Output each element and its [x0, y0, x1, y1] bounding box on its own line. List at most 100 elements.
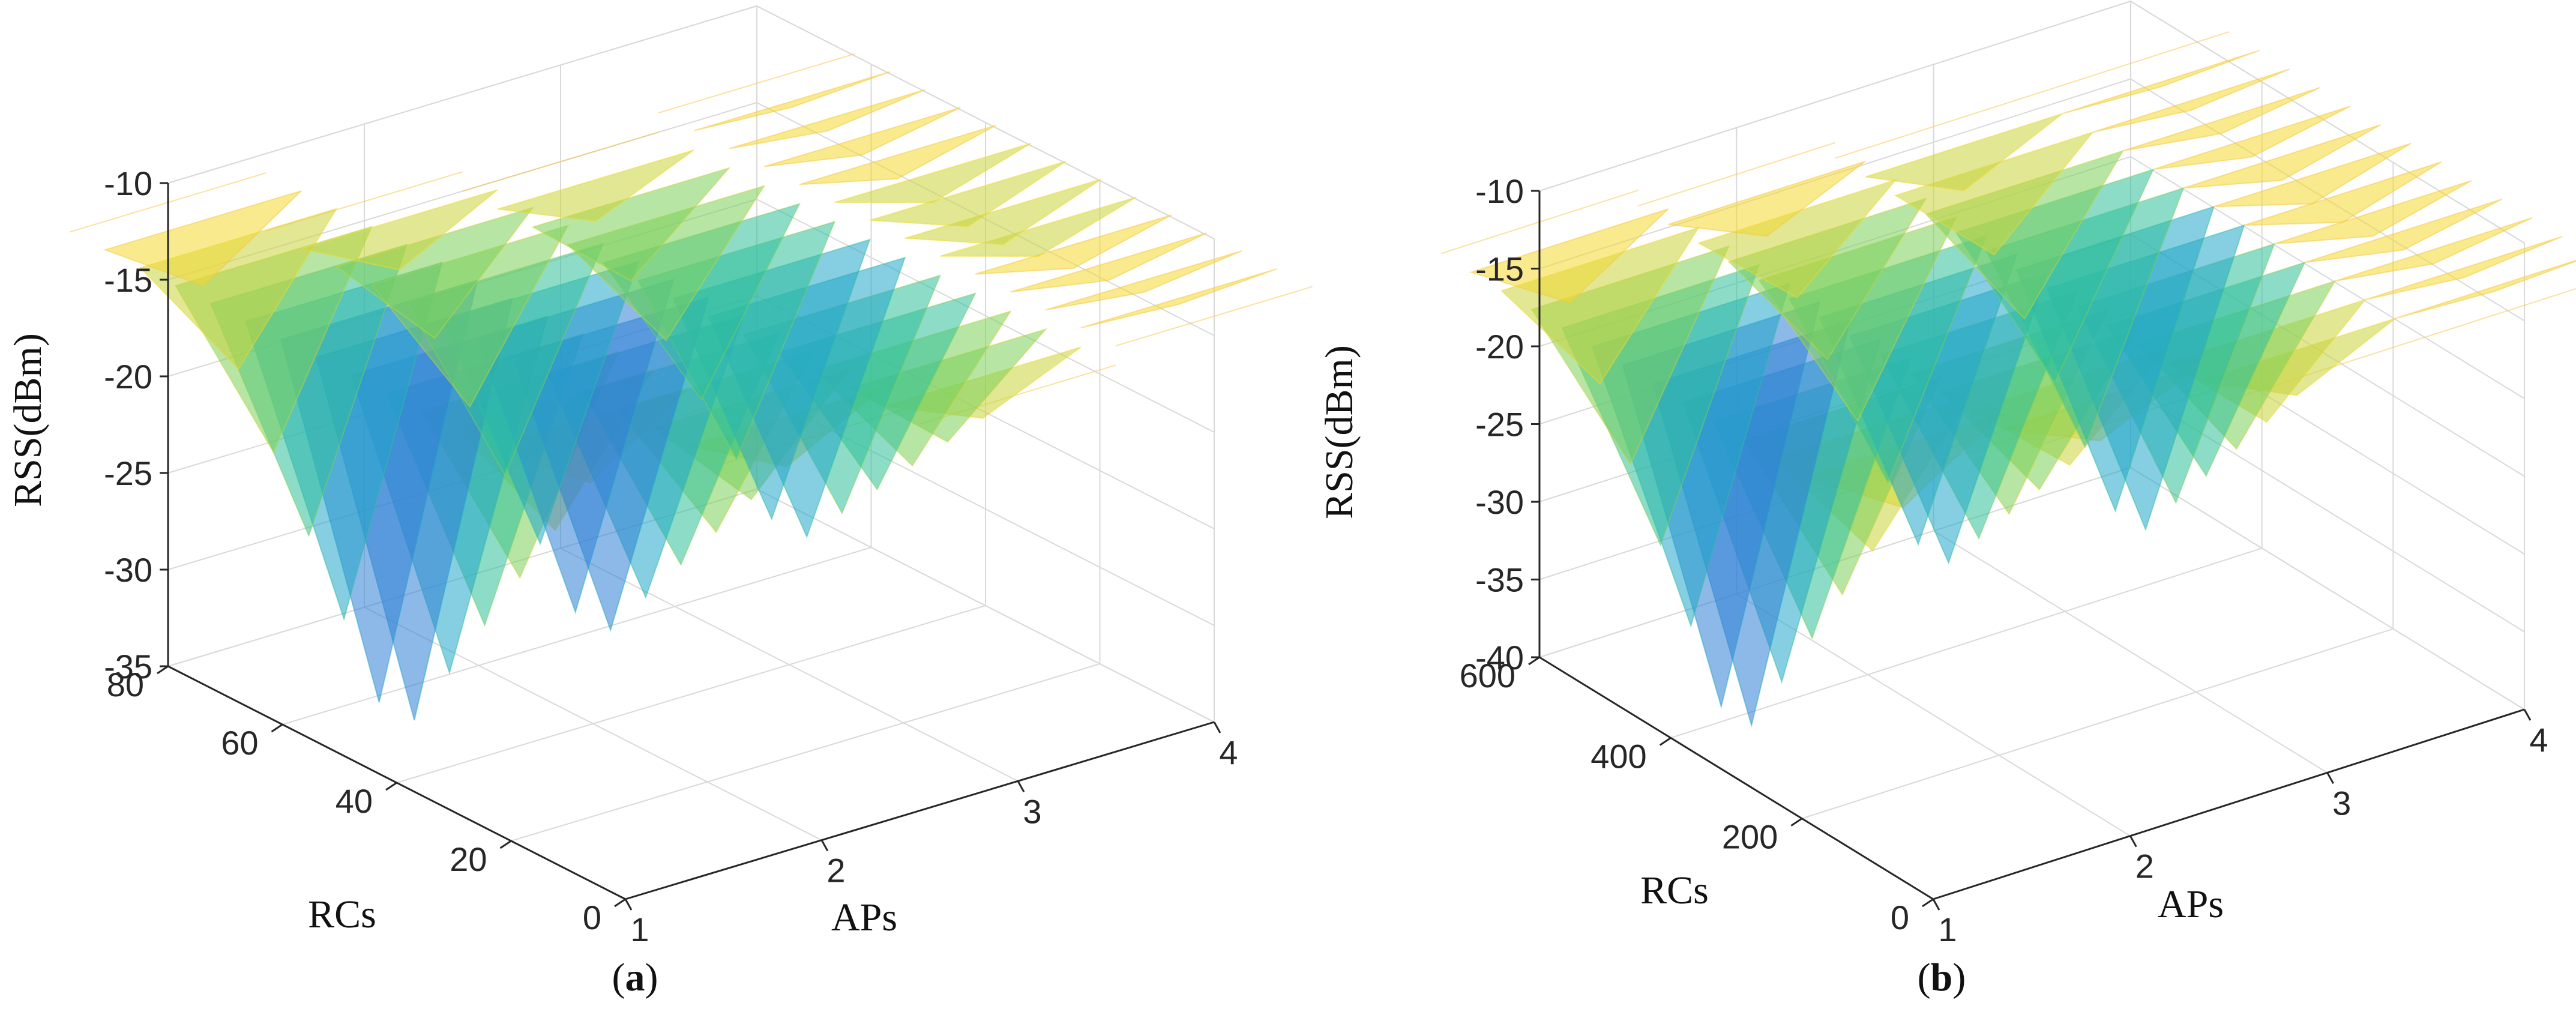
y-tick-mark [499, 840, 512, 849]
box-top-edge [167, 5, 1215, 239]
z-tick-label: -10 [104, 164, 152, 202]
grid-line [511, 663, 1100, 842]
y-tick-mark [1528, 656, 1540, 666]
surface-facet-ap4 [975, 214, 1172, 275]
surface-facet-ap4 [2274, 179, 2472, 245]
y-tick-mark [271, 723, 283, 733]
grid-line [1933, 530, 2328, 774]
grid-line [1736, 593, 2131, 837]
y-tick-label: 400 [1590, 737, 1646, 775]
surface-facet-ap4 [2243, 161, 2442, 226]
grid-line [2130, 156, 2525, 399]
surface-facet-ap4 [2335, 217, 2533, 282]
surface-facet-ap4 [2365, 235, 2563, 301]
surface-facet-ap4 [869, 160, 1067, 227]
surface-facet-ap3 [1835, 94, 2033, 159]
surface-facet-ap4 [693, 71, 891, 131]
x-tick-label: 1 [1938, 911, 1957, 948]
x-tick-label: 4 [1219, 733, 1238, 771]
y-tick-mark [157, 665, 169, 675]
y-tick-label: 80 [107, 666, 144, 703]
z-tick-label: -35 [1475, 561, 1524, 599]
surface-facet-ap4 [658, 53, 855, 113]
y-tick-label: 20 [450, 840, 487, 878]
surface-facet-ap4 [1116, 286, 1313, 346]
surface-facet-ap4 [2032, 31, 2230, 96]
x-axis-line [1933, 708, 2525, 900]
z-tick-label: -10 [1475, 172, 1524, 210]
surface-facet-ap1 [1469, 208, 1669, 304]
y-tick-mark [1790, 818, 1803, 827]
x-tick-mark [1932, 899, 1940, 911]
z-tick-label: -30 [1475, 483, 1524, 521]
x-tick-mark [820, 839, 829, 852]
y-tick-label: 600 [1460, 657, 1515, 694]
surface-facet-ap4 [2395, 259, 2576, 319]
surface-facet-ap4 [799, 125, 996, 185]
z-tick-label: -35 [104, 648, 152, 685]
surface-facet-ap3 [497, 149, 694, 222]
grid-line [396, 605, 986, 783]
x-tick-label: 1 [630, 911, 649, 948]
x-tick-mark [2523, 709, 2532, 721]
z-tick-label: -20 [104, 358, 152, 396]
grid-line [1802, 628, 2394, 819]
x-tick-mark [2129, 835, 2137, 848]
y-tick-mark [1659, 737, 1672, 746]
surface-facet-ap4 [1010, 232, 1208, 293]
y-tick-mark [614, 898, 626, 908]
surface-facet-ap4 [2183, 124, 2381, 189]
surface-facet-ap4 [834, 142, 1032, 203]
z-tick-label: -25 [104, 454, 152, 492]
y-tick-mark [385, 782, 397, 791]
panel-caption: (a) [612, 956, 658, 999]
z-tick-label: -20 [1475, 328, 1524, 366]
box-top-edge [1539, 0, 2525, 244]
z-tick-label: -25 [1475, 406, 1524, 444]
surface-facet-ap1 [103, 190, 302, 287]
surface [1440, 31, 2576, 728]
x-axis-label: APs [831, 896, 897, 939]
grid-line [2130, 467, 2525, 710]
z-tick-label: -40 [1475, 639, 1524, 676]
y-axis-line [1539, 656, 1934, 900]
z-tick-label: -15 [104, 261, 152, 299]
z-axis-label: RSS(dBm) [6, 333, 50, 507]
x-tick-mark [624, 899, 633, 911]
y-axis-label: RCs [308, 893, 376, 936]
surface-facet-ap4 [2213, 142, 2412, 208]
surface-facet-ap2 [1668, 160, 1866, 237]
surface-facet-ap4 [2122, 86, 2321, 152]
x-tick-label: 2 [826, 852, 845, 890]
grid-line [1670, 547, 2262, 739]
surface-facet-ap4 [2304, 198, 2502, 264]
surface-facet-ap2 [266, 171, 463, 232]
y-axis-label: RCs [1640, 869, 1709, 912]
surface-facet-ap4 [1046, 250, 1242, 311]
x-tick-label: 3 [1023, 792, 1041, 830]
x-axis-line [625, 721, 1215, 900]
surface-facet-ap4 [2153, 105, 2351, 170]
x-tick-mark [1213, 721, 1221, 733]
y-tick-label: 60 [221, 724, 258, 762]
y-tick-label: 0 [1891, 899, 1909, 936]
surface-facet-ap4 [2092, 68, 2290, 133]
surface-facet-ap3 [462, 131, 659, 192]
surface-facet-ap2 [1637, 142, 1835, 206]
surface-facet-ap2 [301, 189, 498, 271]
x-tick-label: 3 [2332, 784, 2351, 822]
x-axis-label: APs [2158, 882, 2224, 926]
surface-facet-ap3 [531, 166, 731, 282]
y-tick-label: 200 [1722, 818, 1778, 856]
surface [70, 53, 1313, 721]
y-tick-label: 0 [583, 899, 601, 936]
x-tick-label: 2 [2135, 848, 2154, 885]
y-tick-label: 40 [336, 782, 373, 820]
surface-facet-ap4 [729, 89, 926, 149]
z-axis-label: RSS(dBm) [1317, 345, 1361, 519]
